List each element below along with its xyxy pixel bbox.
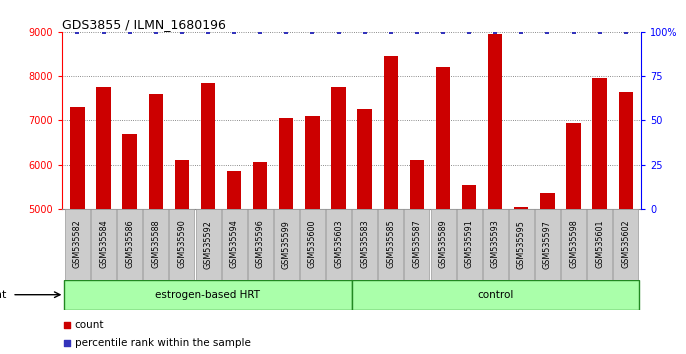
Bar: [462, 184, 476, 354]
FancyBboxPatch shape: [91, 209, 116, 281]
Bar: [64, 280, 351, 310]
Point: [202, 29, 213, 35]
FancyBboxPatch shape: [248, 209, 273, 281]
Point: [307, 29, 318, 35]
FancyBboxPatch shape: [535, 209, 560, 281]
FancyBboxPatch shape: [561, 209, 586, 281]
Text: GSM535593: GSM535593: [490, 220, 499, 268]
Point: [386, 29, 397, 35]
Point: [333, 29, 344, 35]
Text: GSM535585: GSM535585: [386, 220, 395, 268]
Point: [228, 29, 239, 35]
Text: percentile rank within the sample: percentile rank within the sample: [75, 338, 250, 348]
Point: [568, 29, 579, 35]
Point: [255, 29, 265, 35]
Point: [62, 340, 73, 346]
Bar: [201, 83, 215, 354]
Text: count: count: [75, 320, 104, 330]
Text: control: control: [477, 290, 513, 300]
FancyBboxPatch shape: [326, 209, 351, 281]
FancyBboxPatch shape: [196, 209, 221, 281]
Bar: [357, 109, 372, 354]
FancyBboxPatch shape: [274, 209, 299, 281]
Text: GSM535589: GSM535589: [438, 220, 447, 268]
Bar: [305, 116, 320, 354]
Text: GSM535583: GSM535583: [360, 220, 369, 268]
Point: [516, 29, 527, 35]
Point: [150, 29, 161, 35]
Bar: [96, 87, 110, 354]
Bar: [149, 94, 163, 354]
Point: [464, 29, 475, 35]
Text: GSM535588: GSM535588: [151, 220, 161, 268]
Point: [438, 29, 449, 35]
Bar: [70, 107, 84, 354]
Point: [620, 29, 631, 35]
Text: estrogen-based HRT: estrogen-based HRT: [156, 290, 261, 300]
FancyBboxPatch shape: [143, 209, 168, 281]
Point: [62, 322, 73, 328]
Bar: [122, 134, 137, 354]
FancyBboxPatch shape: [509, 209, 534, 281]
Text: GSM535603: GSM535603: [334, 220, 343, 268]
Point: [281, 29, 292, 35]
Point: [98, 29, 109, 35]
Point: [72, 29, 83, 35]
Text: agent: agent: [0, 290, 7, 300]
Bar: [331, 87, 346, 354]
Text: GSM535594: GSM535594: [230, 220, 239, 268]
Text: GSM535600: GSM535600: [308, 220, 317, 268]
FancyBboxPatch shape: [431, 209, 456, 281]
FancyBboxPatch shape: [65, 209, 90, 281]
Bar: [279, 118, 294, 354]
Text: GSM535584: GSM535584: [99, 220, 108, 268]
Text: GSM535595: GSM535595: [517, 220, 525, 269]
Text: GSM535582: GSM535582: [73, 220, 82, 268]
Bar: [567, 122, 581, 354]
Bar: [619, 92, 633, 354]
Bar: [514, 207, 528, 354]
Bar: [351, 280, 639, 310]
FancyBboxPatch shape: [613, 209, 639, 281]
Text: GSM535596: GSM535596: [256, 220, 265, 268]
FancyBboxPatch shape: [587, 209, 613, 281]
Bar: [175, 160, 189, 354]
Bar: [541, 193, 554, 354]
Point: [359, 29, 370, 35]
Bar: [227, 171, 241, 354]
Bar: [410, 160, 424, 354]
Text: GSM535587: GSM535587: [412, 220, 421, 268]
Bar: [593, 78, 607, 354]
FancyBboxPatch shape: [457, 209, 482, 281]
Point: [412, 29, 423, 35]
Bar: [383, 56, 398, 354]
Bar: [436, 67, 450, 354]
Bar: [253, 162, 268, 354]
Bar: [488, 34, 502, 354]
FancyBboxPatch shape: [300, 209, 325, 281]
Point: [124, 29, 135, 35]
Text: GSM535586: GSM535586: [125, 220, 134, 268]
FancyBboxPatch shape: [379, 209, 403, 281]
Text: GSM535601: GSM535601: [595, 220, 604, 268]
Text: GSM535597: GSM535597: [543, 220, 552, 269]
FancyBboxPatch shape: [483, 209, 508, 281]
Text: GSM535602: GSM535602: [622, 220, 630, 268]
Text: GSM535592: GSM535592: [204, 220, 213, 269]
FancyBboxPatch shape: [222, 209, 247, 281]
FancyBboxPatch shape: [405, 209, 429, 281]
Text: GSM535590: GSM535590: [178, 220, 187, 268]
Point: [594, 29, 605, 35]
FancyBboxPatch shape: [169, 209, 194, 281]
Point: [542, 29, 553, 35]
FancyBboxPatch shape: [352, 209, 377, 281]
Text: GSM535599: GSM535599: [282, 220, 291, 269]
FancyBboxPatch shape: [117, 209, 142, 281]
Text: GSM535598: GSM535598: [569, 220, 578, 268]
Text: GSM535591: GSM535591: [464, 220, 473, 268]
Text: GDS3855 / ILMN_1680196: GDS3855 / ILMN_1680196: [62, 18, 226, 31]
Point: [176, 29, 187, 35]
Point: [490, 29, 501, 35]
